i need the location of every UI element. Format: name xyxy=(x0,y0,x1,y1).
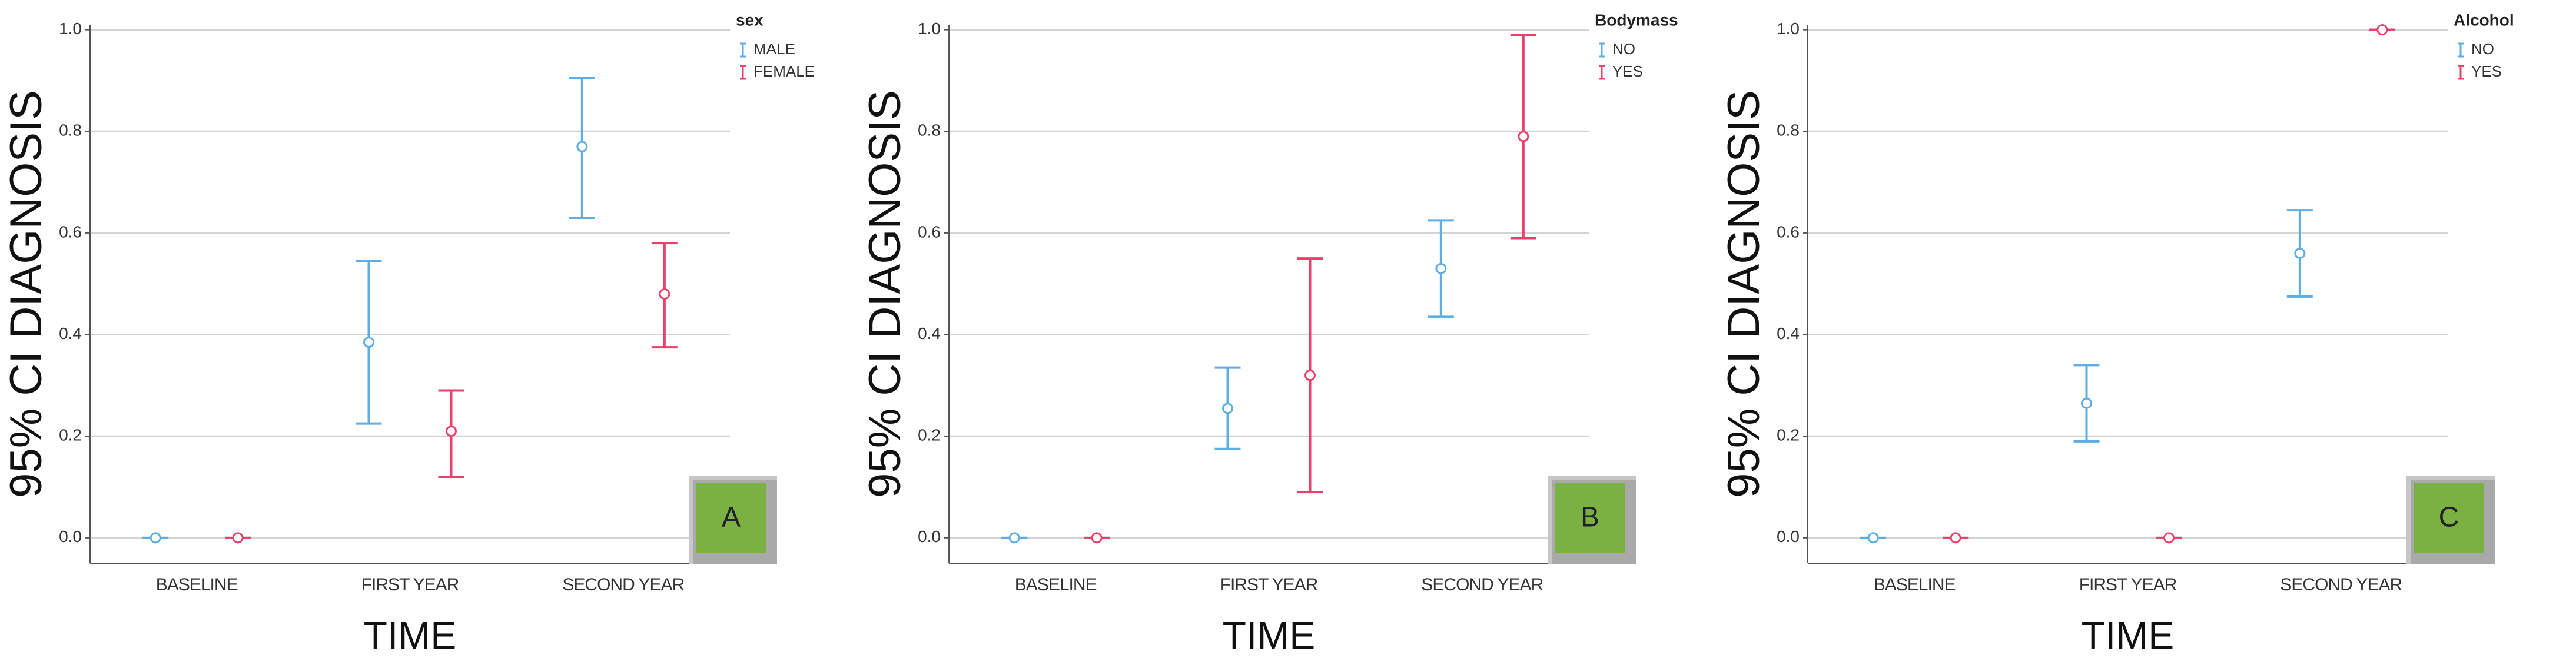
panel-label: C xyxy=(2439,502,2459,533)
y-tick-label: 0.4 xyxy=(918,324,941,343)
y-tick-label: 0.2 xyxy=(1777,426,1800,444)
x-tick-label: SECOND YEAR xyxy=(1421,575,1543,594)
x-axis-title: TIME xyxy=(2082,613,2175,657)
mean-point xyxy=(150,532,161,544)
mean-point xyxy=(1867,532,1879,544)
x-tick-label: FIRST YEAR xyxy=(2079,575,2177,594)
mean-point xyxy=(1950,532,1961,544)
panel-label: B xyxy=(1581,502,1599,533)
y-tick-label: 0.0 xyxy=(918,527,941,546)
y-tick-label: 0.6 xyxy=(1777,222,1800,241)
y-tick-label: 0.2 xyxy=(59,426,82,444)
x-tick-label: BASELINE xyxy=(156,575,238,594)
legend-title: sex xyxy=(736,11,763,29)
mean-point xyxy=(659,288,670,300)
mean-point xyxy=(2081,397,2092,409)
panel: 0.0 0.2 0.4 0.6 0.8 1.0 BASELINE FIRST YEAR SECO… xyxy=(1,11,815,657)
mean-point xyxy=(576,141,588,152)
legend-label: NO xyxy=(2471,40,2494,58)
panel-label: A xyxy=(722,502,741,533)
y-tick-label: 0.6 xyxy=(59,222,82,241)
legend-label: MALE xyxy=(753,40,795,58)
y-tick-label: 0.8 xyxy=(918,121,941,139)
mean-point xyxy=(2163,532,2175,544)
y-tick-label: 1.0 xyxy=(1777,19,1800,38)
x-tick-label: BASELINE xyxy=(1015,575,1097,594)
y-tick-label: 0.0 xyxy=(59,527,82,546)
y-axis-title: 95% CI DIAGNOSIS xyxy=(860,90,910,498)
legend-label: YES xyxy=(1612,62,1643,80)
y-axis-title: 95% CI DIAGNOSIS xyxy=(1,90,51,498)
mean-point xyxy=(2376,24,2388,36)
x-tick-label: FIRST YEAR xyxy=(361,575,459,594)
x-axis-title: TIME xyxy=(1223,613,1316,657)
mean-point xyxy=(1518,131,1529,142)
y-axis-title: 95% CI DIAGNOSIS xyxy=(1719,90,1769,498)
mean-point xyxy=(1435,262,1447,274)
y-tick-label: 0.6 xyxy=(918,222,941,241)
y-tick-label: 0.8 xyxy=(1777,121,1800,139)
mean-point xyxy=(1091,532,1103,544)
mean-point xyxy=(363,337,374,348)
y-tick-label: 0.8 xyxy=(59,121,82,139)
mean-point xyxy=(1304,370,1316,381)
x-axis-title: TIME xyxy=(364,613,457,657)
x-tick-label: BASELINE xyxy=(1874,575,1956,594)
legend-label: NO xyxy=(1612,40,1635,58)
mean-point xyxy=(1008,532,1020,544)
legend-title: Bodymass xyxy=(1595,11,1678,29)
badge-box xyxy=(1555,483,1625,553)
badge-box xyxy=(696,483,766,553)
legend-label: YES xyxy=(2471,62,2502,80)
y-tick-label: 1.0 xyxy=(918,19,941,38)
legend-title: Alcohol xyxy=(2454,11,2514,29)
panel: 0.0 0.2 0.4 0.6 0.8 1.0 BASELINE FIRST YEAR SECO… xyxy=(860,11,1678,657)
legend-label: FEMALE xyxy=(753,62,815,80)
y-tick-label: 0.0 xyxy=(1777,527,1800,546)
y-tick-label: 0.4 xyxy=(1777,324,1800,343)
x-tick-label: FIRST YEAR xyxy=(1220,575,1318,594)
y-tick-label: 1.0 xyxy=(59,19,82,38)
x-tick-label: SECOND YEAR xyxy=(562,575,684,594)
y-tick-label: 0.2 xyxy=(918,426,941,444)
mean-point xyxy=(1222,403,1233,414)
badge-box xyxy=(2414,483,2484,553)
panel: 0.0 0.2 0.4 0.6 0.8 1.0 BASELINE FIRST YEAR SECO… xyxy=(1719,11,2514,657)
mean-point xyxy=(232,532,244,544)
mean-point xyxy=(446,426,457,437)
mean-point xyxy=(2294,247,2306,259)
x-tick-label: SECOND YEAR xyxy=(2280,575,2402,594)
y-tick-label: 0.4 xyxy=(59,324,82,343)
